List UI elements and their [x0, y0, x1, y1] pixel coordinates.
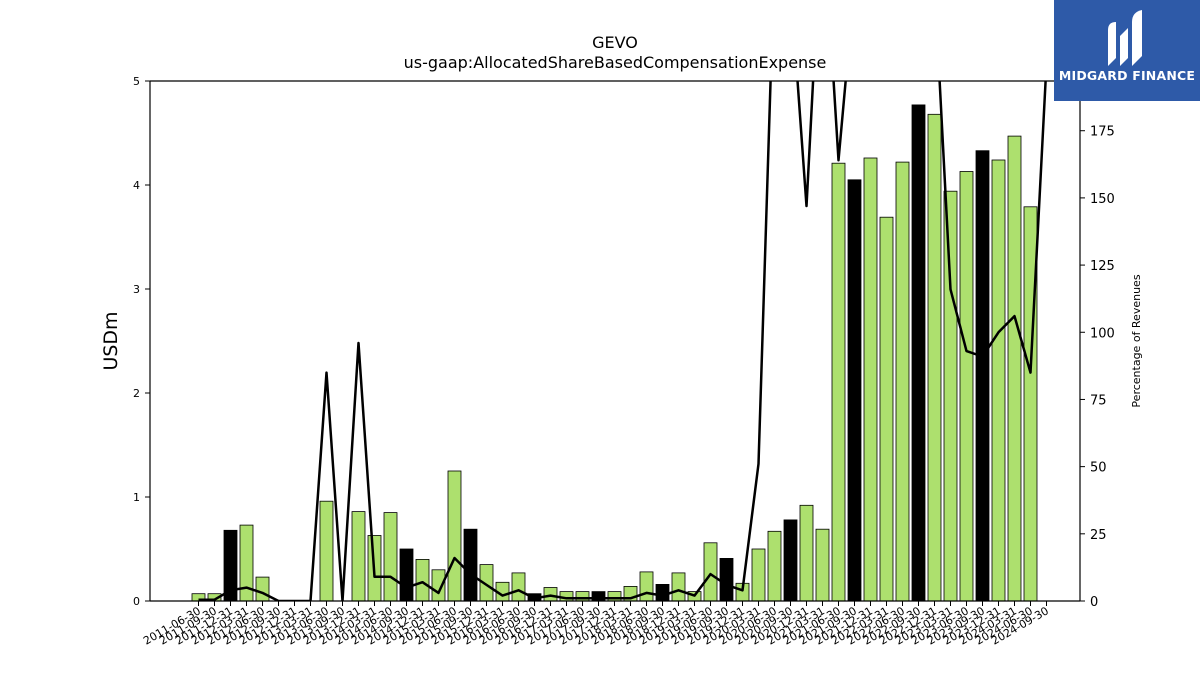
bar: [463, 528, 478, 602]
y2-tick-label: 50: [1090, 461, 1107, 476]
midgard-logo-icon: [1108, 10, 1142, 66]
bar: [671, 572, 686, 602]
brand-name: MIDGARD FINANCE: [1058, 68, 1196, 83]
bar: [607, 591, 622, 602]
bar: [895, 161, 910, 602]
bar: [511, 572, 526, 602]
chart-subtitle: us-gaap:AllocatedShareBasedCompensationE…: [404, 53, 827, 72]
bar: [415, 559, 430, 602]
bar: [591, 591, 606, 602]
bar: [655, 584, 670, 602]
bar: [575, 591, 590, 602]
y2-tick-label: 75: [1090, 393, 1107, 408]
bar: [943, 190, 958, 602]
y-tick-label: 3: [133, 283, 140, 296]
bar: [399, 548, 414, 602]
bar: [767, 530, 782, 602]
bar-series: [191, 104, 1038, 602]
bar: [1007, 135, 1022, 602]
y2-tick-label: 175: [1090, 125, 1115, 140]
bar: [815, 528, 830, 602]
chart-title: GEVO: [592, 33, 638, 52]
y-tick-label: 2: [133, 387, 140, 400]
bar: [959, 171, 974, 602]
bar: [991, 159, 1006, 602]
bar: [703, 542, 718, 602]
brand-logo: MIDGARD FINANCE: [1054, 0, 1200, 101]
bar: [863, 157, 878, 602]
y2-tick-label: 0: [1090, 595, 1098, 610]
bar: [975, 150, 990, 602]
bar: [927, 113, 942, 602]
bar: [319, 500, 334, 602]
bar: [351, 511, 366, 602]
bar: [751, 548, 766, 602]
bar: [383, 512, 398, 602]
y2-tick-label: 25: [1090, 528, 1107, 543]
y-tick-label: 4: [133, 179, 140, 192]
y-tick-label: 5: [133, 75, 140, 88]
y-tick-label: 0: [133, 595, 140, 608]
bar: [255, 576, 270, 602]
y2-tick-label: 125: [1090, 259, 1115, 274]
y-axis-label: USDm: [100, 311, 122, 370]
bar: [639, 571, 654, 602]
percentage-line: [198, 81, 1047, 601]
bar: [719, 558, 734, 602]
bar: [543, 587, 558, 602]
y2-axis-label: Percentage of Revenues: [1130, 274, 1143, 407]
bar: [447, 470, 462, 602]
y2-tick-label: 150: [1090, 192, 1115, 207]
bar: [911, 104, 926, 602]
percentage-line-series: [198, 81, 1047, 601]
y-tick-label: 1: [133, 491, 140, 504]
bar: [879, 216, 894, 602]
bar: [799, 504, 814, 602]
bar: [831, 162, 846, 602]
bar: [783, 519, 798, 602]
bar: [847, 179, 862, 602]
y2-tick-label: 100: [1090, 326, 1115, 341]
